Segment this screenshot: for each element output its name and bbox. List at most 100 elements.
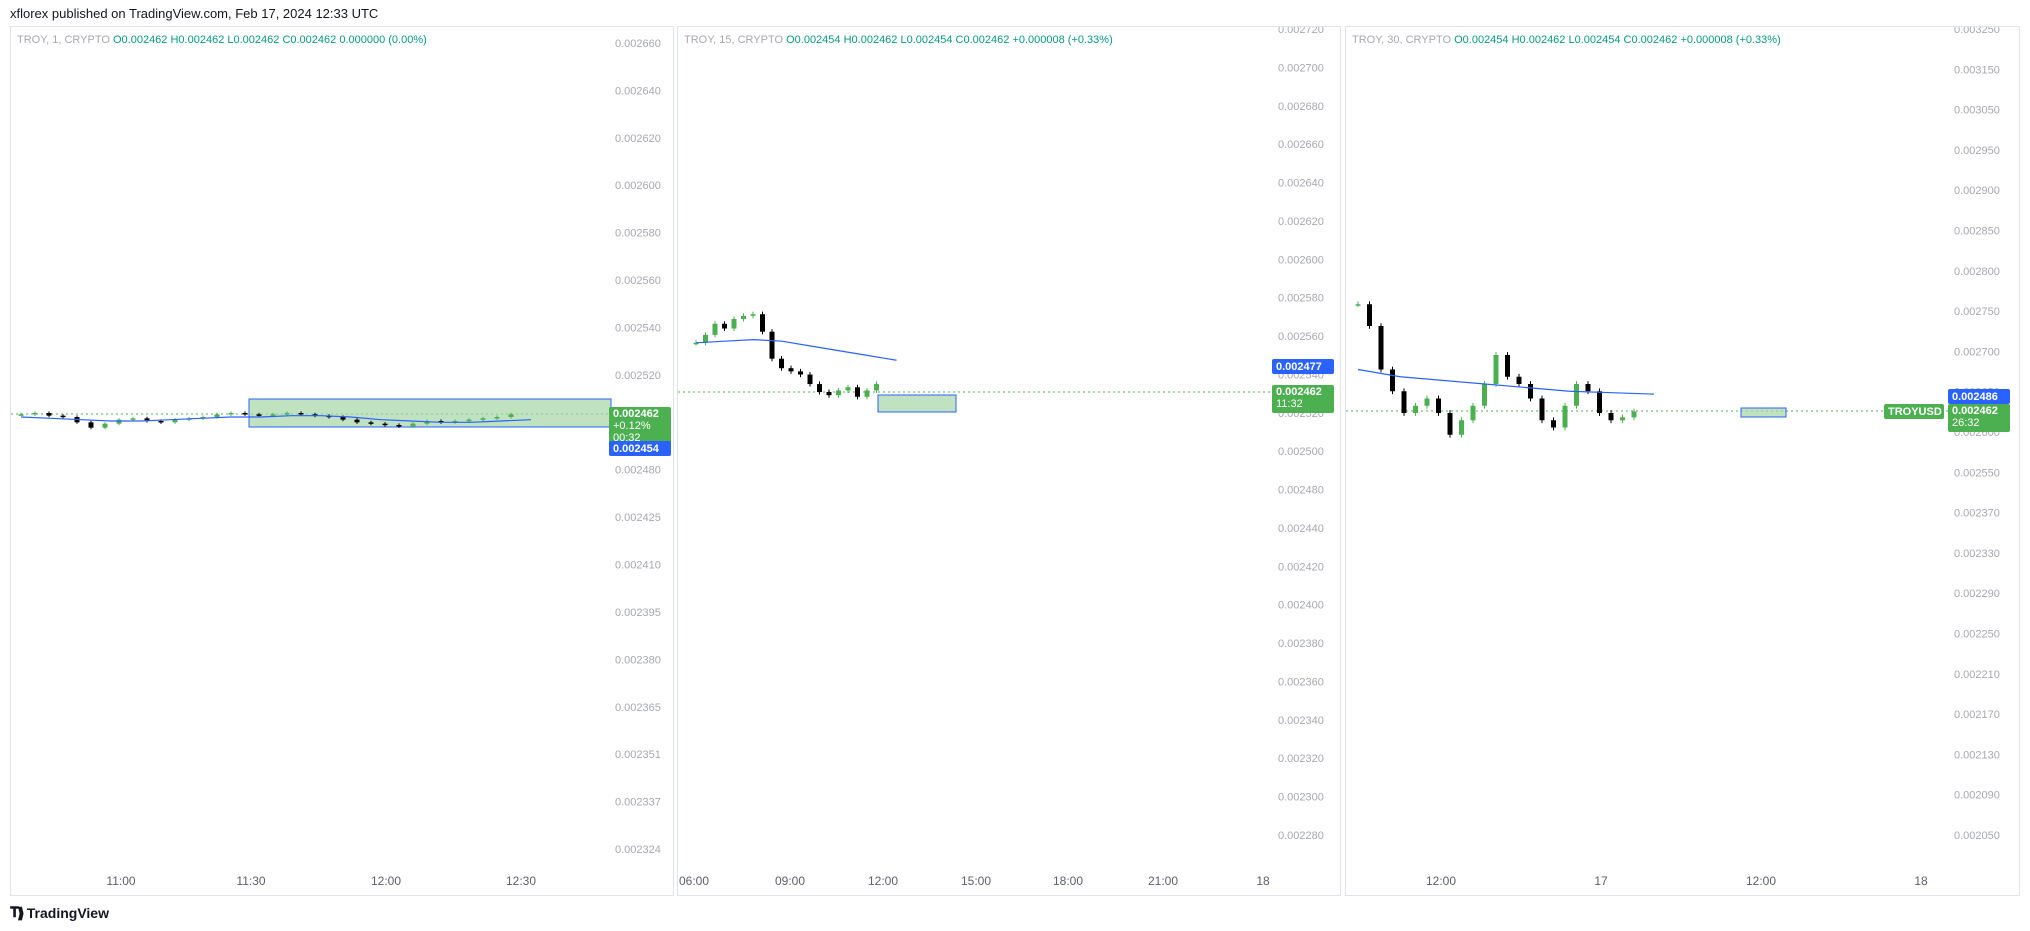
ma-label-bg (1948, 389, 2010, 404)
candle-body (88, 422, 94, 428)
candle-body (228, 413, 234, 415)
x-tick-label: 18 (1914, 874, 1928, 888)
y-tick-label: 0.002720 (1278, 27, 1324, 36)
x-tick-label: 17 (1594, 874, 1608, 888)
price-label-text: 11:32 (1276, 398, 1303, 410)
y-tick-label: 0.002500 (1278, 446, 1324, 458)
legend-part: C0.002462 (1624, 34, 1681, 46)
price-label-bg (1948, 404, 2010, 432)
candle-body (144, 418, 150, 421)
candle-body (779, 358, 784, 369)
candle-body (340, 417, 346, 420)
candle-body (798, 371, 803, 375)
candle-body (242, 413, 248, 415)
candle-body (298, 413, 304, 415)
y-tick-label: 0.003050 (1954, 105, 2000, 117)
candle-body (1493, 355, 1499, 384)
legend-part: O0.002454 (1454, 34, 1512, 46)
candle-body (508, 414, 514, 417)
y-tick-label: 0.002560 (1278, 331, 1324, 343)
ohlc-legend: TROY, 30, CRYPTO O0.002454 H0.002462 L0.… (1352, 34, 1781, 46)
candle-body (410, 423, 416, 427)
y-tick-label: 0.002380 (615, 654, 661, 666)
y-tick-label: 0.002700 (1278, 62, 1324, 74)
candle-body (1505, 355, 1510, 377)
candle-body (750, 314, 756, 316)
y-tick-label: 0.002660 (615, 38, 661, 50)
y-tick-label: 0.002520 (615, 370, 661, 382)
legend-part: O0.002454 (786, 34, 844, 46)
y-tick-label: 0.003150 (1954, 64, 2000, 76)
candle-body (1631, 411, 1637, 418)
legend-part: O0.002462 (113, 34, 171, 46)
y-tick-label: 0.002900 (1954, 185, 2000, 197)
candle-body (1390, 369, 1395, 392)
candle-body (130, 418, 136, 420)
y-tick-label: 0.002680 (1278, 101, 1324, 113)
y-tick-label: 0.002600 (1278, 254, 1324, 266)
y-tick-label: 0.002330 (1954, 548, 2000, 560)
y-tick-label: 0.002425 (615, 512, 661, 524)
symbol-label-bg (1884, 404, 1944, 419)
candle-body (354, 419, 360, 423)
y-tick-label: 0.002480 (615, 465, 661, 477)
moving-average-line (1357, 368, 1655, 395)
y-tick-label: 0.002337 (615, 797, 661, 809)
tradingview-logo-icon: 𝐓❱ (10, 904, 24, 920)
x-tick-label: 12:00 (371, 874, 401, 888)
chart-panel-15min[interactable]: TROY, 15, CRYPTO O0.002454 H0.002462 L0.… (677, 26, 1341, 896)
price-label-bg (1272, 385, 1334, 413)
candle-body (1447, 413, 1453, 435)
candle-body (703, 334, 708, 343)
candle-body (46, 413, 52, 416)
y-tick-label: 0.002050 (1954, 830, 2000, 842)
x-tick-label: 12:30 (506, 874, 536, 888)
y-tick-label: 0.002170 (1954, 709, 2000, 721)
candle-body (270, 414, 276, 416)
chart-1min[interactable]: TROY, 1, CRYPTO O0.002462 H0.002462 L0.0… (11, 27, 674, 896)
moving-average-line (20, 415, 532, 423)
candle-body (817, 384, 822, 393)
x-tick-label: 21:00 (1148, 874, 1178, 888)
legend-part: TROY, 1, CRYPTO (17, 34, 113, 46)
candle-body (1551, 420, 1556, 428)
chart-15min[interactable]: TROY, 15, CRYPTO O0.002454 H0.002462 L0.… (678, 27, 1341, 896)
candle-body (1539, 398, 1545, 421)
x-tick-label: 12:00 (1746, 874, 1776, 888)
y-tick-label: 0.002130 (1954, 749, 2000, 761)
legend-part: C0.002462 (282, 34, 339, 46)
y-tick-label: 0.002320 (1278, 753, 1324, 765)
x-tick-label: 11:00 (106, 874, 135, 888)
x-tick-label: 18:00 (1053, 874, 1083, 888)
ma-label-text: 0.002477 (1276, 361, 1322, 373)
y-tick-label: 0.002250 (1954, 629, 2000, 641)
legend-part: C0.002462 (956, 34, 1013, 46)
price-label-text: 0.002462 (613, 408, 659, 420)
candle-body (741, 315, 746, 319)
y-tick-label: 0.002750 (1954, 306, 2000, 318)
y-tick-label: 0.002280 (1278, 830, 1324, 842)
x-tick-label: 06:00 (679, 874, 709, 888)
x-tick-label: 15:00 (961, 874, 991, 888)
moving-average-line (695, 339, 897, 361)
x-tick-label: 18 (1256, 874, 1270, 888)
chart-30min[interactable]: TROY, 30, CRYPTO O0.002454 H0.002462 L0.… (1346, 27, 2020, 896)
x-tick-label: 12:00 (868, 874, 898, 888)
candle-body (845, 387, 851, 391)
chart-panel-30min[interactable]: TROY, 30, CRYPTO O0.002454 H0.002462 L0.… (1345, 26, 2020, 896)
y-tick-label: 0.002290 (1954, 588, 2000, 600)
y-tick-label: 0.002850 (1954, 226, 2000, 238)
candle-body (807, 374, 813, 385)
candle-body (396, 425, 402, 427)
x-tick-label: 12:00 (1426, 874, 1456, 888)
legend-part: H0.002462 (844, 34, 901, 46)
candle-body (1401, 391, 1407, 413)
candle-body (60, 415, 66, 418)
ohlc-legend: TROY, 15, CRYPTO O0.002454 H0.002462 L0.… (684, 34, 1113, 46)
candle-body (382, 423, 388, 426)
chart-panel-1min[interactable]: TROY, 1, CRYPTO O0.002462 H0.002462 L0.0… (10, 26, 674, 896)
y-tick-label: 0.002600 (615, 180, 661, 192)
candle-body (836, 390, 841, 396)
candle-body (1355, 304, 1361, 306)
y-tick-label: 0.002620 (615, 133, 661, 145)
